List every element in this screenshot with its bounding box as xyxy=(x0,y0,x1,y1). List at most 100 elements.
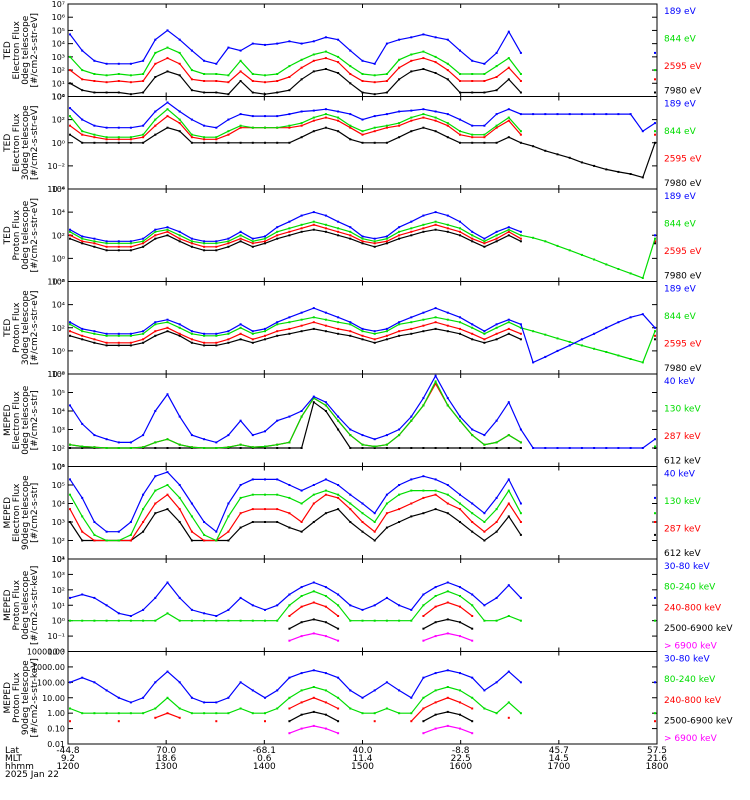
data-point xyxy=(410,70,413,73)
data-point xyxy=(349,434,352,437)
data-point xyxy=(385,113,388,116)
data-point xyxy=(459,493,461,496)
data-point xyxy=(385,619,388,622)
data-point xyxy=(324,635,327,638)
data-point xyxy=(154,716,157,719)
data-point xyxy=(556,447,559,449)
data-point xyxy=(93,237,96,240)
data-point xyxy=(227,74,230,77)
data-point xyxy=(312,59,315,62)
data-point xyxy=(93,332,96,335)
data-point xyxy=(251,80,254,82)
data-point xyxy=(288,141,291,144)
data-point xyxy=(276,73,279,75)
y-axis-label: [#/cm2-s-str-eV] xyxy=(30,198,40,273)
data-point xyxy=(361,521,364,523)
data-point xyxy=(288,696,291,699)
data-point xyxy=(203,447,206,449)
data-point xyxy=(300,727,303,730)
data-point xyxy=(178,332,181,335)
y-tick-label: 1000.00 xyxy=(32,663,65,672)
data-point xyxy=(142,91,145,94)
panel-frame xyxy=(67,281,658,375)
data-point xyxy=(507,584,510,587)
data-point xyxy=(166,447,169,449)
data-point xyxy=(324,230,327,233)
data-point xyxy=(337,38,340,41)
data-point xyxy=(483,447,486,449)
data-point xyxy=(178,323,181,326)
data-point xyxy=(337,508,340,511)
data-point xyxy=(422,696,425,699)
data-point xyxy=(312,397,315,400)
data-point xyxy=(495,530,498,533)
x-tick-mlt: 0.6 xyxy=(257,754,272,764)
y-axis-label: [#/cm2-s-str] xyxy=(30,390,40,450)
data-point xyxy=(459,508,461,511)
data-point xyxy=(324,586,327,589)
data-point xyxy=(434,727,437,730)
data-point xyxy=(373,242,376,245)
data-point xyxy=(129,521,132,523)
data-point xyxy=(410,36,413,39)
data-point xyxy=(446,686,449,688)
data-point xyxy=(93,245,96,248)
data-point xyxy=(264,43,266,46)
data-point xyxy=(629,173,632,175)
data-point xyxy=(349,447,352,449)
data-point xyxy=(288,234,291,237)
data-point xyxy=(215,245,218,248)
data-point xyxy=(239,113,242,116)
data-point xyxy=(142,133,145,136)
data-point xyxy=(580,113,583,116)
data-point xyxy=(641,130,644,133)
data-point xyxy=(227,242,230,245)
data-point xyxy=(434,380,437,383)
data-point xyxy=(227,619,230,622)
y-tick-label: 10⁰ xyxy=(52,93,65,102)
data-point xyxy=(507,119,510,122)
y-tick-label: 10⁴ xyxy=(52,407,65,416)
data-point xyxy=(349,508,352,511)
data-point xyxy=(93,73,96,75)
data-point xyxy=(471,234,474,237)
data-point xyxy=(312,116,315,119)
data-point xyxy=(398,110,401,113)
data-point xyxy=(154,410,157,412)
data-point xyxy=(178,240,181,243)
data-point xyxy=(239,596,242,599)
data-point xyxy=(337,720,340,723)
data-point xyxy=(117,530,120,533)
data-point xyxy=(324,512,327,515)
data-point xyxy=(434,713,437,716)
data-point xyxy=(203,334,206,337)
data-point xyxy=(507,136,510,139)
data-point xyxy=(519,113,522,116)
legend-entry: 844 eV xyxy=(664,312,697,322)
data-point xyxy=(312,130,315,133)
data-point xyxy=(593,347,596,350)
data-point xyxy=(361,59,364,62)
data-point xyxy=(324,36,327,39)
data-point xyxy=(105,619,108,622)
data-point xyxy=(69,228,71,231)
y-tick-label: 10⁵ xyxy=(52,26,65,35)
y-axis-label: TED xyxy=(3,41,13,60)
data-point xyxy=(300,230,303,233)
data-point xyxy=(142,59,145,62)
data-point xyxy=(471,530,474,533)
data-point xyxy=(459,234,461,237)
data-point xyxy=(471,332,474,335)
legend-entry: 30-80 keV xyxy=(664,562,710,572)
y-axis-label: [#/cm2-s-str-eV] xyxy=(30,290,40,365)
y-tick-label: 0.01 xyxy=(47,740,65,749)
data-point xyxy=(434,635,437,638)
data-point xyxy=(81,712,84,715)
y-axis-label: Proton Flux xyxy=(12,302,22,353)
legend-entry: 189 eV xyxy=(664,100,697,110)
data-point xyxy=(373,720,376,723)
data-point xyxy=(300,330,303,333)
y-axis-label: 0deg telescope xyxy=(21,15,31,85)
data-point xyxy=(532,330,535,333)
y-axis-label: MEPED xyxy=(3,497,13,529)
